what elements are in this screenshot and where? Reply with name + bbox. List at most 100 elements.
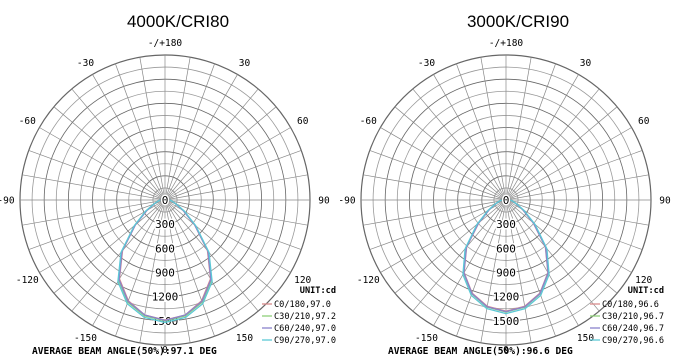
grid-spoke — [53, 106, 166, 201]
legend-entry: C60/240,96.7 — [602, 324, 664, 334]
grid-spoke — [456, 63, 507, 201]
grid-spoke — [505, 199, 600, 312]
legend-entry: C90/270,97.0 — [274, 336, 336, 346]
grid-spoke — [92, 199, 166, 326]
grid-spoke — [363, 199, 507, 226]
grid-spoke — [28, 150, 166, 201]
radial-tick-label: 1200 — [152, 291, 179, 304]
angle-label: 30 — [239, 58, 251, 69]
chart-title: 4000K/CRI80 — [127, 12, 229, 31]
grid-spoke — [164, 150, 302, 201]
grid-spoke — [363, 174, 507, 201]
grid-spoke — [505, 106, 618, 201]
angle-label: 120 — [635, 275, 652, 286]
angle-label: -/+180 — [148, 38, 183, 49]
grid-spoke — [164, 199, 277, 294]
grid-spoke — [115, 199, 166, 337]
grid-spoke — [164, 199, 215, 337]
legend-entry: C30/210,96.7 — [602, 312, 664, 322]
radial-tick-label: 900 — [155, 267, 175, 280]
angle-label: 0 — [162, 345, 168, 356]
series-curve — [117, 199, 213, 324]
grid-spoke — [456, 199, 507, 337]
grid-spoke — [164, 57, 191, 201]
radial-tick-label: 1500 — [493, 315, 520, 328]
legend-entry: C60/240,97.0 — [274, 324, 336, 334]
grid-spoke — [22, 199, 166, 226]
grid-spoke — [39, 127, 166, 201]
grid-spoke — [505, 199, 649, 226]
grid-spoke — [164, 63, 215, 201]
unit-label: UNIT:cd — [628, 286, 664, 296]
grid-spoke — [505, 199, 556, 337]
grid-spoke — [369, 150, 507, 201]
grid-spoke — [505, 74, 579, 201]
polar-chart-1: 4000K/CRI80-/+1801501209060300-30-60-90-… — [0, 12, 336, 357]
angle-label: -60 — [19, 116, 36, 127]
grid-spoke — [164, 74, 238, 201]
legend-entry: C0/180,96.6 — [602, 300, 659, 310]
radial-tick-label: 300 — [155, 218, 175, 231]
grid-spoke — [164, 174, 308, 201]
grid-spoke — [505, 199, 618, 294]
angle-label: 150 — [577, 333, 594, 344]
angle-label: -90 — [0, 196, 15, 207]
grid-spoke — [164, 88, 259, 201]
grid-spoke — [164, 199, 238, 326]
angle-label: 90 — [659, 196, 671, 207]
grid-spoke — [433, 199, 507, 326]
grid-spoke — [28, 199, 166, 250]
grid-spoke — [53, 199, 166, 294]
angle-label: 120 — [294, 275, 311, 286]
radial-tick-label: 300 — [496, 218, 516, 231]
grid-spoke — [505, 199, 579, 326]
grid-spoke — [480, 199, 507, 343]
grid-spoke — [505, 199, 643, 250]
angle-label: -30 — [418, 58, 435, 69]
grid-spoke — [164, 199, 191, 343]
legend-entry: C90/270,96.6 — [602, 336, 664, 346]
polar-chart-2: 3000K/CRI90-/+1801501209060300-30-60-90-… — [338, 12, 671, 357]
grid-spoke — [394, 199, 507, 294]
grid-spoke — [115, 63, 166, 201]
radial-tick-label: 600 — [496, 242, 516, 255]
polar-grid — [360, 54, 652, 346]
grid-spoke — [139, 57, 166, 201]
angle-label: 0 — [503, 345, 509, 356]
angle-label: 60 — [297, 116, 309, 127]
legend-entry: C30/210,97.2 — [274, 312, 336, 322]
grid-spoke — [505, 88, 600, 201]
angle-label: -120 — [357, 275, 380, 286]
series-curve — [462, 199, 550, 315]
grid-spoke — [412, 199, 507, 312]
angle-label: -150 — [415, 333, 438, 344]
grid-spoke — [164, 127, 291, 201]
legend-entry: C0/180,97.0 — [274, 300, 331, 310]
angle-label: 90 — [318, 196, 330, 207]
grid-spoke — [164, 199, 259, 312]
grid-spoke — [164, 199, 308, 226]
grid-spoke — [505, 199, 632, 273]
angle-label: -/+180 — [489, 38, 524, 49]
grid-spoke — [394, 106, 507, 201]
beam-angle-footer: AVERAGE BEAM ANGLE(50%):96.6 DEG — [388, 346, 573, 357]
angle-label: -90 — [338, 196, 355, 207]
grid-spoke — [505, 174, 649, 201]
angle-label: 150 — [236, 333, 253, 344]
grid-spoke — [412, 88, 507, 201]
radial-tick-label: 0 — [503, 194, 510, 207]
grid-spoke — [164, 199, 302, 250]
polar-grid — [19, 54, 311, 346]
radial-tick-label: 900 — [496, 267, 516, 280]
grid-spoke — [380, 199, 507, 273]
radial-tick-label: 0 — [162, 194, 169, 207]
grid-spoke — [505, 63, 556, 201]
unit-label: UNIT:cd — [300, 286, 336, 296]
beam-angle-footer: AVERAGE BEAM ANGLE(50%):97.1 DEG — [32, 346, 217, 357]
radial-tick-label: 1200 — [493, 291, 520, 304]
grid-spoke — [92, 74, 166, 201]
angle-label: 60 — [638, 116, 650, 127]
grid-spoke — [480, 57, 507, 201]
grid-spoke — [380, 127, 507, 201]
grid-spoke — [369, 199, 507, 250]
